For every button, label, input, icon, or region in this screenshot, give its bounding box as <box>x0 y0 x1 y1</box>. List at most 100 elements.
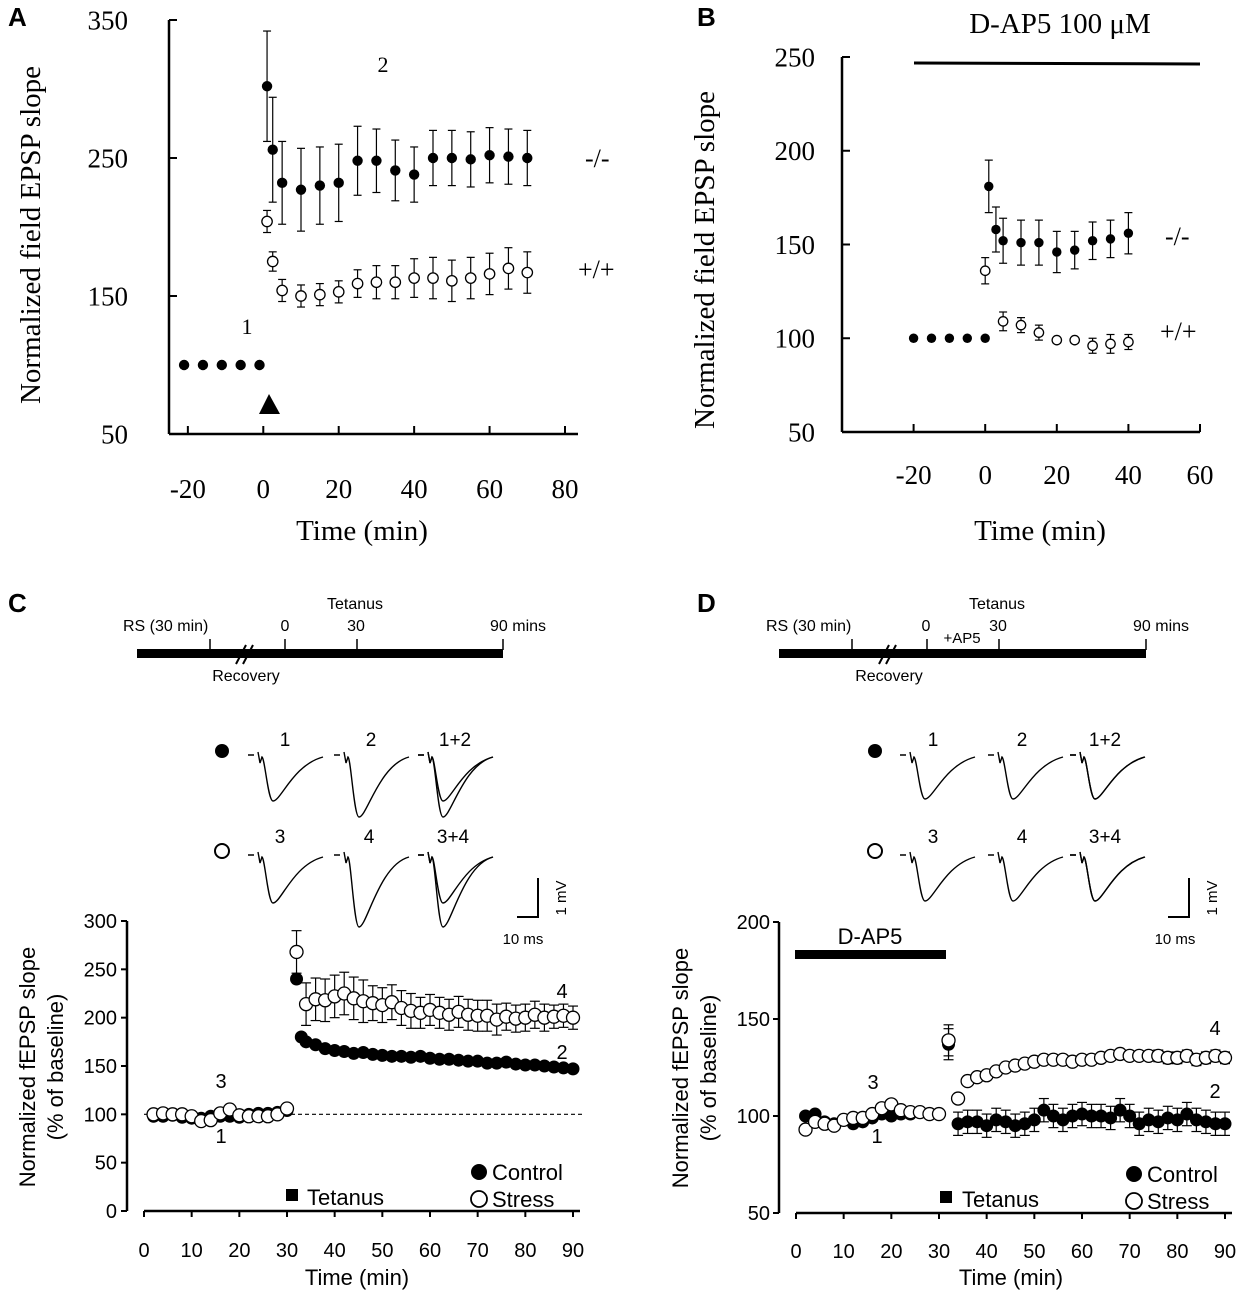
panel-label-c: C <box>8 588 27 618</box>
panel-d-annotation-2: 2 <box>1209 1081 1220 1103</box>
data-point <box>197 359 209 371</box>
x-tick-label: 70 <box>467 1240 489 1262</box>
data-point <box>1123 228 1134 238</box>
data-point <box>1170 1113 1184 1127</box>
data-point <box>503 151 514 162</box>
x-tick-label: 40 <box>976 1241 998 1263</box>
panel-c-trace-label-4: 4 <box>364 827 375 848</box>
panel-b-title: D-AP5 100 μM <box>969 8 1151 40</box>
fepsp-trace <box>248 851 324 904</box>
panel-d: Tetanus RS (30 min) 0 30 90 mins +AP5 Re… <box>668 596 1221 1290</box>
panel-d-trace-label-2: 2 <box>1017 730 1028 751</box>
series- <box>178 30 533 371</box>
y-tick-label: 250 <box>84 959 117 981</box>
data-point <box>328 1044 342 1058</box>
data-point <box>446 274 458 287</box>
data-point <box>295 184 307 195</box>
panel-d-annotation-3: 3 <box>867 1072 878 1094</box>
panel-c-ylabel-2: (% of baseline) <box>43 994 68 1141</box>
panel-c-legend-stress-marker <box>470 1190 488 1208</box>
data-point <box>385 1049 399 1063</box>
fepsp-trace <box>988 751 1064 800</box>
data-point <box>931 1106 947 1122</box>
panel-c-ylabel: Normalized fEPSP slope <box>15 947 40 1188</box>
data-point <box>484 150 495 161</box>
x-tick-label: -20 <box>170 474 206 504</box>
data-point <box>452 1053 466 1067</box>
data-point <box>433 1052 447 1066</box>
data-point <box>979 265 991 277</box>
panel-a: Normalized field EPSP slope Time (min) 1… <box>15 52 615 547</box>
data-point <box>798 1122 813 1137</box>
tetanus-arrowhead-icon <box>259 394 280 414</box>
data-point <box>333 177 344 189</box>
data-point <box>509 1057 523 1071</box>
plot-panel-c: 0 50 100 150 200 250 300 0 10 20 30 40 50 60 70 80 90 <box>84 911 585 1262</box>
x-tick-label: 30 <box>928 1241 950 1263</box>
panel-c-timeline-end: 90 mins <box>490 618 546 635</box>
x-tick-label: 10 <box>833 1241 855 1263</box>
fepsp-trace <box>900 751 976 800</box>
x-tick-label: 0 <box>257 474 271 504</box>
panel-b-ylabel: Normalized field EPSP slope <box>689 91 721 429</box>
data-point <box>389 276 402 289</box>
data-point <box>178 359 190 371</box>
x-tick-label: 50 <box>371 1240 393 1262</box>
x-tick-label: 20 <box>1043 460 1070 490</box>
x-tick-label: 80 <box>514 1240 536 1262</box>
data-point <box>518 1058 532 1072</box>
panel-b-xlabel: Time (min) <box>974 515 1106 547</box>
data-point <box>295 290 307 302</box>
y-tick-label: 200 <box>84 1008 117 1030</box>
data-point <box>502 262 515 275</box>
data-point <box>390 165 401 176</box>
panel-d-timeline-end: 90 mins <box>1133 618 1189 635</box>
panel-c-timeline-zero: 0 <box>281 618 290 635</box>
data-point <box>1033 327 1045 338</box>
data-point <box>276 284 288 297</box>
panel-a-annotation-1: 1 <box>242 314 253 339</box>
panel-d-trace-label-3: 3 <box>928 827 939 848</box>
panel-c-timeline-thirty: 30 <box>347 618 365 635</box>
series- <box>908 159 1134 343</box>
data-point <box>1218 1117 1232 1131</box>
data-point <box>366 1047 380 1061</box>
y-tick-label: 100 <box>737 1106 770 1128</box>
panel-label-d: D <box>697 588 716 618</box>
panel-d-control-symbol <box>868 744 882 758</box>
panel-a-xlabel: Time (min) <box>296 515 428 547</box>
y-tick-label: 150 <box>88 281 129 311</box>
x-tick-label: 90 <box>1214 1241 1236 1263</box>
panel-d-xlabel: Time (min) <box>959 1265 1063 1290</box>
series- <box>261 209 534 308</box>
data-point <box>1123 336 1134 348</box>
data-point <box>490 1056 504 1070</box>
data-point <box>1052 247 1062 257</box>
x-tick-label: 20 <box>880 1241 902 1263</box>
data-point <box>332 286 345 298</box>
data-point <box>1105 338 1116 350</box>
data-point <box>465 154 476 165</box>
panel-c-annotation-2: 2 <box>556 1042 567 1064</box>
data-point <box>1016 237 1026 248</box>
y-tick-label: 250 <box>775 42 816 72</box>
panel-label-b: B <box>697 2 716 32</box>
panel-c-trace-label-3: 3 <box>275 827 286 848</box>
data-point <box>522 152 533 164</box>
panel-c-trace-label-2: 2 <box>366 730 377 751</box>
panel-d-scale-bar <box>1168 878 1190 918</box>
data-point <box>980 333 990 343</box>
panel-d-ylabel: Normalized fEPSP slope <box>668 948 693 1189</box>
panel-d-legend-control-marker <box>1126 1166 1142 1182</box>
data-point <box>1037 1103 1051 1117</box>
y-tick-label: 50 <box>748 1203 770 1225</box>
panel-d-scale-t: 10 ms <box>1155 931 1196 948</box>
panel-d-annotation-4: 4 <box>1209 1018 1220 1040</box>
y-tick-label: 150 <box>84 1056 117 1078</box>
data-point <box>547 1060 561 1074</box>
panel-d-legend-tetanus: Tetanus <box>962 1187 1039 1212</box>
panel-c-control-symbol <box>215 744 229 758</box>
fepsp-trace <box>334 751 410 818</box>
series-stress <box>798 1024 1233 1137</box>
